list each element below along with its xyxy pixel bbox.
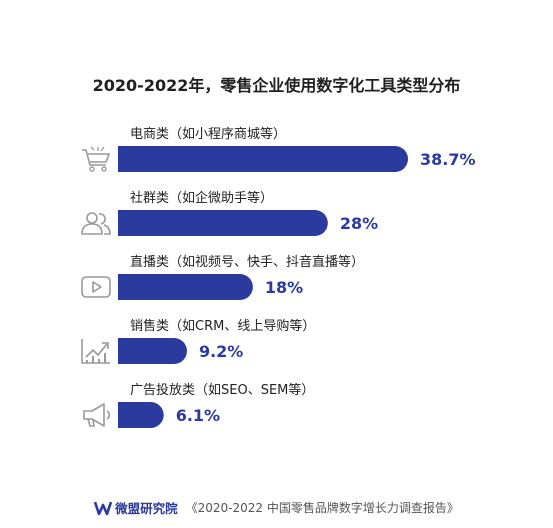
megaphone-icon xyxy=(83,403,111,427)
report-name: 《2020-2022 中国零售品牌数字增长力调查报告》 xyxy=(185,501,459,515)
value-label: 9.2% xyxy=(199,342,243,361)
weimob-logo-icon xyxy=(94,501,113,515)
brand: 微盟研究院 xyxy=(94,498,178,517)
bar xyxy=(118,146,408,172)
category-label: 直播类（如视频号、快手、抖音直播等） xyxy=(130,254,364,270)
bar-chart: 电商类（如小程序商城等） 38.7% 社群类（如企微助手等） 28% 直播类（如视频号、… xyxy=(81,126,476,428)
video-play-icon xyxy=(81,276,111,298)
value-label: 6.1% xyxy=(176,406,220,425)
footer: 微盟研究院 《2020-2022 中国零售品牌数字增长力调查报告》 xyxy=(0,498,553,517)
brand-name: 微盟研究院 xyxy=(115,501,178,516)
users-icon xyxy=(81,212,111,235)
category-label: 销售类（如CRM、线上导购等） xyxy=(130,318,315,334)
bar xyxy=(118,210,328,236)
value-label: 28% xyxy=(340,214,378,233)
shopping-cart-icon xyxy=(82,146,111,172)
category-label: 电商类（如小程序商城等） xyxy=(130,126,286,142)
value-label: 18% xyxy=(265,278,303,297)
chart-title: 2020-2022年，零售企业使用数字化工具类型分布 xyxy=(92,76,461,95)
bar xyxy=(118,274,253,300)
category-label: 广告投放类（如SEO、SEM等） xyxy=(130,382,314,398)
value-label: 38.7% xyxy=(420,150,476,169)
category-label: 社群类（如企微助手等） xyxy=(130,190,273,206)
bar xyxy=(118,402,164,428)
growth-chart-icon xyxy=(81,339,110,364)
bar xyxy=(118,338,187,364)
